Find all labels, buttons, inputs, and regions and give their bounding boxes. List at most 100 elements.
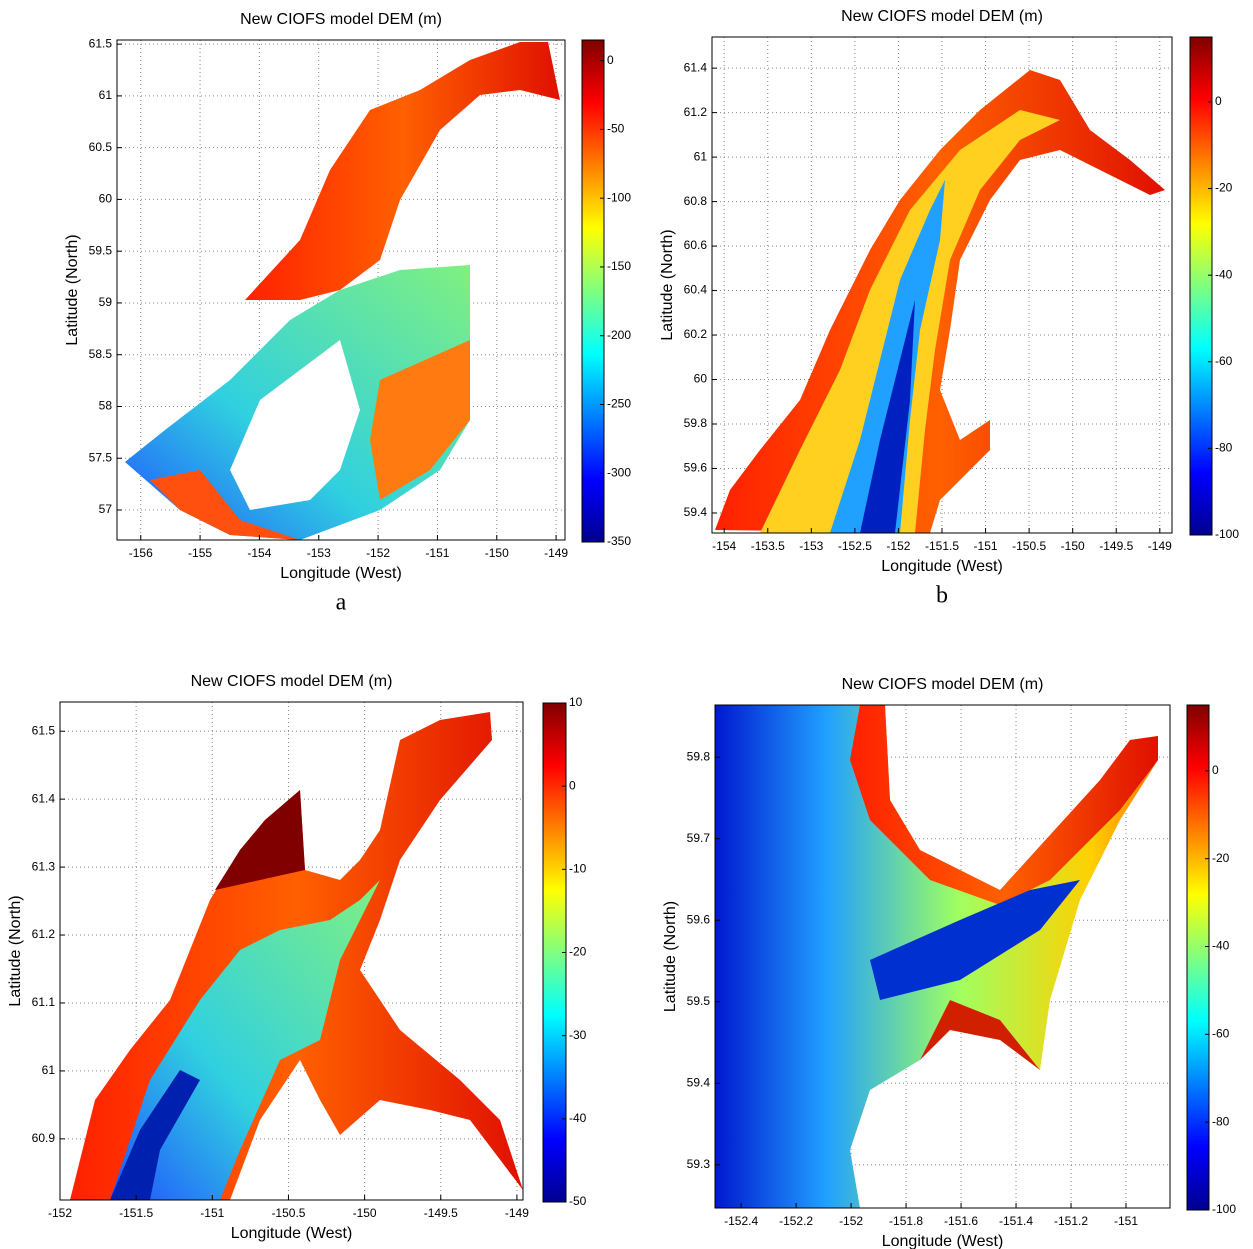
y-tick-label: 61 bbox=[42, 1063, 56, 1077]
colorbar-tick-label: -100 bbox=[1212, 1202, 1236, 1216]
colorbar-tick-label: 0 bbox=[1215, 94, 1222, 108]
plot-frame bbox=[116, 39, 566, 541]
x-tick-label: -149 bbox=[1148, 539, 1172, 553]
y-axis-label: Latitude (North) bbox=[662, 901, 679, 1012]
x-tick-label: -151 bbox=[1114, 1214, 1138, 1228]
x-tick-label: -151 bbox=[974, 539, 998, 553]
y-tick-label: 59.8 bbox=[684, 416, 708, 430]
y-tick-label: 58 bbox=[99, 399, 113, 413]
colorbar-tick-label: -60 bbox=[1215, 354, 1233, 368]
colorbar-tick-label: 0 bbox=[607, 53, 614, 67]
y-tick-label: 61.2 bbox=[684, 105, 708, 119]
colorbar-tick-label: -50 bbox=[607, 122, 625, 136]
colorbar-tick-label: -40 bbox=[569, 1111, 587, 1125]
x-tick-label: -156 bbox=[129, 546, 153, 560]
chart-title: New CIOFS model DEM (m) bbox=[842, 676, 1044, 693]
y-tick-label: 61.3 bbox=[32, 859, 56, 873]
x-tick-label: -153.5 bbox=[751, 539, 785, 553]
y-tick-label: 61.4 bbox=[684, 60, 708, 74]
bathymetry-region bbox=[870, 880, 1080, 1000]
y-tick-label: 60.5 bbox=[89, 140, 113, 154]
y-axis-label: Latitude (North) bbox=[659, 229, 676, 340]
y-tick-label: 59.5 bbox=[89, 243, 113, 257]
y-tick-label: 61.1 bbox=[32, 995, 56, 1009]
y-tick-label: 59.7 bbox=[687, 831, 711, 845]
y-tick-label: 61 bbox=[99, 88, 113, 102]
colorbar-tick-label: -60 bbox=[1212, 1027, 1230, 1041]
x-axis-label: Longitude (West) bbox=[882, 1233, 1004, 1249]
x-tick-label: -150.5 bbox=[1012, 539, 1046, 553]
y-tick-label: 59.3 bbox=[687, 1157, 711, 1171]
bathymetry bbox=[125, 42, 560, 540]
x-tick-label: -151 bbox=[425, 546, 449, 560]
y-tick-label: 61.5 bbox=[89, 36, 113, 50]
x-tick-label: -150 bbox=[1061, 539, 1085, 553]
bathymetry bbox=[70, 712, 523, 1200]
chart-title: New CIOFS model DEM (m) bbox=[191, 673, 393, 690]
bathymetry-region bbox=[830, 180, 945, 533]
colorbar-tick-label: -40 bbox=[1212, 939, 1230, 953]
y-axis-label: Latitude (North) bbox=[7, 895, 24, 1006]
colorbar-tick-label: -200 bbox=[607, 328, 631, 342]
x-tick-label: -149.5 bbox=[424, 1206, 458, 1220]
bathymetry bbox=[715, 705, 1158, 1208]
x-tick-label: -151.6 bbox=[944, 1214, 978, 1228]
colorbar-tick-label: 0 bbox=[569, 778, 576, 792]
colorbar-tick-label: -350 bbox=[607, 534, 631, 548]
y-tick-label: 60.2 bbox=[684, 327, 708, 341]
panel: -152 -151.5 -151 -150.5 -150 -149.5 -149 60.9 61… bbox=[7, 673, 586, 1242]
y-tick-label: 58.5 bbox=[89, 347, 113, 361]
bathymetry-region bbox=[370, 340, 470, 500]
y-tick-label: 59.4 bbox=[684, 505, 708, 519]
x-tick-label: -149 bbox=[544, 546, 568, 560]
x-tick-label: -152.2 bbox=[779, 1214, 813, 1228]
colorbar-tick-label: -80 bbox=[1212, 1114, 1230, 1128]
bathymetry-region bbox=[920, 1000, 1040, 1070]
x-tick-label: -153 bbox=[799, 539, 823, 553]
colorbar-tick-label: -300 bbox=[607, 465, 631, 479]
x-tick-label: -150 bbox=[353, 1206, 377, 1220]
x-tick-label: -151.2 bbox=[1054, 1214, 1088, 1228]
bathymetry-region bbox=[860, 300, 915, 533]
x-tick-label: -155 bbox=[188, 546, 212, 560]
x-tick-label: -151 bbox=[200, 1206, 224, 1220]
x-tick-label: -150 bbox=[485, 546, 509, 560]
colorbar-tick-label: -250 bbox=[607, 397, 631, 411]
x-tick-label: -151.8 bbox=[889, 1214, 923, 1228]
colorbar-tick-label: -10 bbox=[569, 862, 587, 876]
panel: -156 -155 -154 -153 -152 -151 -150 -149 57 57.5 58… bbox=[64, 11, 631, 615]
y-tick-label: 59.4 bbox=[687, 1075, 711, 1089]
colorbar-tick-label: 0 bbox=[1212, 763, 1219, 777]
y-tick-label: 61.2 bbox=[32, 927, 56, 941]
colorbar-tick-label: -30 bbox=[569, 1028, 587, 1042]
x-axis-label: Longitude (West) bbox=[881, 558, 1003, 575]
y-tick-label: 61 bbox=[694, 149, 708, 163]
x-tick-label: -151.5 bbox=[925, 539, 959, 553]
bathymetry-region bbox=[850, 705, 1158, 905]
x-tick-label: -152 bbox=[48, 1206, 72, 1220]
colorbar bbox=[1189, 36, 1213, 536]
y-tick-label: 60.8 bbox=[684, 194, 708, 208]
x-tick-label: -149.5 bbox=[1099, 539, 1133, 553]
bathymetry bbox=[715, 70, 1165, 533]
plot-frame bbox=[714, 704, 1171, 1209]
colorbar bbox=[581, 39, 605, 543]
bathymetry-region bbox=[245, 42, 560, 300]
x-tick-label: -149 bbox=[505, 1206, 529, 1220]
colorbar bbox=[1186, 704, 1210, 1211]
y-tick-label: 59.6 bbox=[684, 461, 708, 475]
colorbar-tick-label: -20 bbox=[569, 945, 587, 959]
colorbar-tick-label: -150 bbox=[607, 259, 631, 273]
x-tick-label: -152.4 bbox=[724, 1214, 758, 1228]
bathymetry-region bbox=[150, 470, 300, 540]
y-tick-label: 59.5 bbox=[687, 994, 711, 1008]
panel: -154 -153.5 -153 -152.5 -152 -151.5 -151 -150.5… bbox=[659, 8, 1239, 608]
x-tick-label: -150.5 bbox=[271, 1206, 305, 1220]
y-tick-label: 60.6 bbox=[684, 238, 708, 252]
bathymetry-region bbox=[110, 880, 380, 1200]
colorbar-tick-label: -100 bbox=[607, 190, 631, 204]
x-tick-label: -153 bbox=[307, 546, 331, 560]
y-tick-label: 60 bbox=[694, 372, 708, 386]
y-axis-label: Latitude (North) bbox=[64, 234, 81, 345]
